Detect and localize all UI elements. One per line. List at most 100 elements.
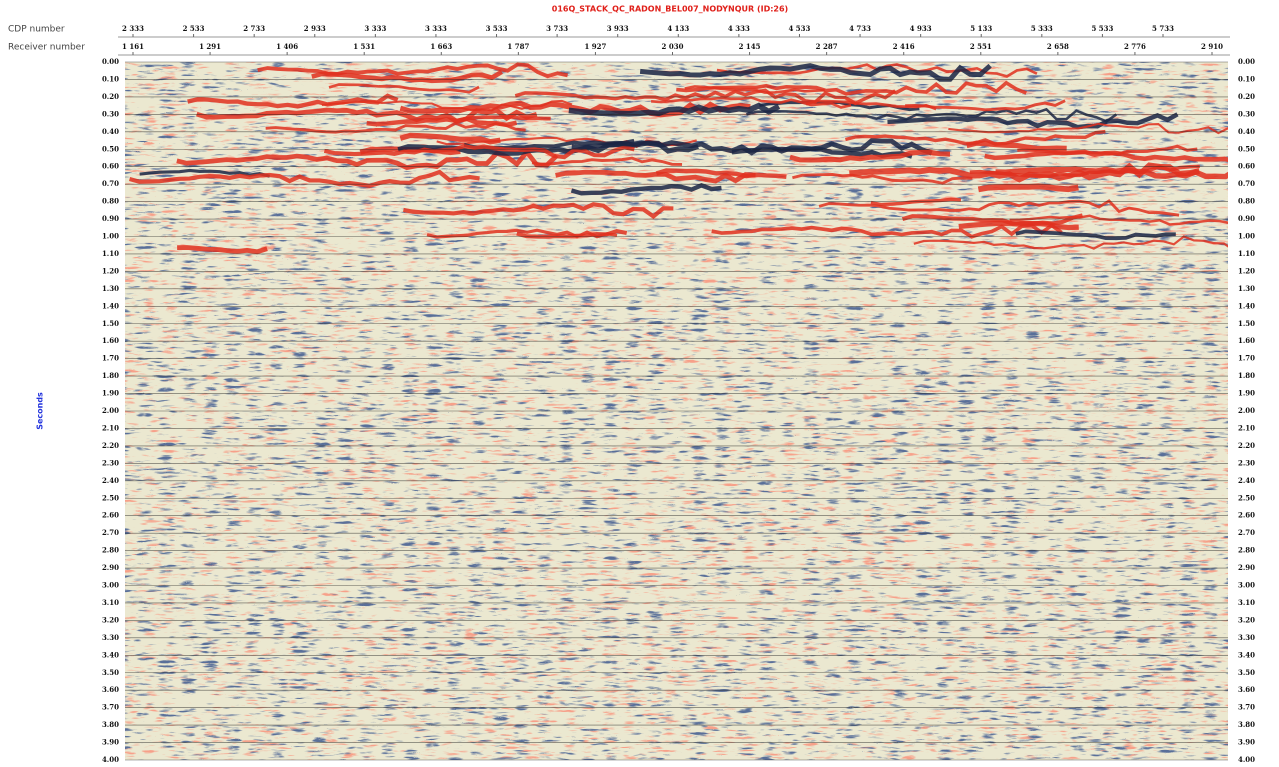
y-tick-label-right: 2.90 bbox=[1238, 563, 1255, 572]
cdp-tick-label: 5 133 bbox=[970, 24, 992, 33]
receiver-tick-label: 1 927 bbox=[584, 42, 606, 51]
y-tick-label-right: 0.10 bbox=[1238, 74, 1255, 83]
y-tick-label: 3.00 bbox=[102, 581, 119, 590]
y-tick-label: 1.10 bbox=[102, 249, 119, 258]
y-tick-label-right: 1.30 bbox=[1238, 284, 1255, 293]
y-tick-label-right: 0.30 bbox=[1238, 109, 1255, 118]
y-tick-label-right: 0.80 bbox=[1238, 197, 1255, 206]
y-tick-label-right: 0.20 bbox=[1238, 92, 1255, 101]
y-tick-label-right: 2.40 bbox=[1238, 476, 1255, 485]
cdp-tick-label: 4 533 bbox=[789, 24, 811, 33]
page: 016Q_STACK_QC_RADON_BEL007_NODYNQUR (ID:… bbox=[0, 0, 1279, 767]
y-tick-label-right: 0.60 bbox=[1238, 162, 1255, 171]
y-tick-label: 3.80 bbox=[102, 720, 119, 729]
cdp-tick-label: 4 133 bbox=[667, 24, 689, 33]
title: 016Q_STACK_QC_RADON_BEL007_NODYNQUR (ID:… bbox=[552, 5, 788, 14]
receiver-tick-label: 1 531 bbox=[353, 42, 375, 51]
cdp-tick-label: 3 733 bbox=[546, 24, 568, 33]
y-tick-label-right: 3.40 bbox=[1238, 650, 1255, 659]
y-tick-label-right: 1.80 bbox=[1238, 371, 1255, 380]
receiver-tick-label: 2 145 bbox=[739, 42, 761, 51]
y-tick-label: 3.40 bbox=[102, 650, 119, 659]
y-tick-label-right: 1.40 bbox=[1238, 301, 1255, 310]
y-tick-label-right: 0.40 bbox=[1238, 127, 1255, 136]
y-tick-label-right: 3.70 bbox=[1238, 703, 1255, 712]
y-tick-label-right: 3.20 bbox=[1238, 615, 1255, 624]
receiver-tick-label: 1 663 bbox=[430, 42, 452, 51]
y-tick-label: 3.50 bbox=[102, 668, 119, 677]
y-tick-label: 3.60 bbox=[102, 685, 119, 694]
cdp-tick-label: 4 933 bbox=[910, 24, 932, 33]
y-tick-label-right: 1.20 bbox=[1238, 266, 1255, 275]
y-tick-label: 1.60 bbox=[102, 336, 119, 345]
y-tick-label-right: 2.00 bbox=[1238, 406, 1255, 415]
receiver-tick-label: 2 030 bbox=[662, 42, 684, 51]
cdp-label: CDP number bbox=[8, 25, 65, 35]
y-tick-label: 1.30 bbox=[102, 284, 119, 293]
cdp-tick-label: 4 333 bbox=[728, 24, 750, 33]
y-tick-label: 2.00 bbox=[102, 406, 119, 415]
receiver-label: Receiver number bbox=[8, 43, 85, 53]
y-tick-label-right: 1.50 bbox=[1238, 319, 1255, 328]
y-tick-label-right: 2.10 bbox=[1238, 423, 1255, 432]
cdp-tick-label: 2 733 bbox=[243, 24, 265, 33]
y-axis-label: Seconds bbox=[36, 392, 45, 430]
y-tick-label: 1.00 bbox=[102, 232, 119, 241]
receiver-tick-label: 2 416 bbox=[893, 42, 915, 51]
receiver-tick-label: 1 291 bbox=[199, 42, 221, 51]
receiver-tick-label: 2 776 bbox=[1124, 42, 1146, 51]
y-tick-label: 0.50 bbox=[102, 144, 119, 153]
y-tick-label-right: 3.00 bbox=[1238, 581, 1255, 590]
y-tick-label: 1.50 bbox=[102, 319, 119, 328]
y-tick-label: 0.80 bbox=[102, 197, 119, 206]
cdp-tick-label: 5 533 bbox=[1091, 24, 1113, 33]
cdp-tick-label: 4 733 bbox=[849, 24, 871, 33]
y-tick-label-right: 2.20 bbox=[1238, 441, 1255, 450]
y-tick-label: 0.90 bbox=[102, 214, 119, 223]
y-tick-label-right: 2.70 bbox=[1238, 528, 1255, 537]
cdp-tick-label: 2 933 bbox=[304, 24, 326, 33]
y-tick-label: 3.90 bbox=[102, 738, 119, 747]
y-tick-label: 0.20 bbox=[102, 92, 119, 101]
receiver-tick-label: 2 551 bbox=[970, 42, 992, 51]
y-tick-label-right: 3.80 bbox=[1238, 720, 1255, 729]
y-tick-label: 2.90 bbox=[102, 563, 119, 572]
y-tick-label: 0.30 bbox=[102, 109, 119, 118]
y-tick-label: 0.70 bbox=[102, 179, 119, 188]
y-tick-label: 0.10 bbox=[102, 74, 119, 83]
y-tick-label: 2.70 bbox=[102, 528, 119, 537]
y-tick-label: 0.00 bbox=[102, 57, 119, 66]
receiver-tick-label: 2 658 bbox=[1047, 42, 1069, 51]
y-tick-label-right: 1.60 bbox=[1238, 336, 1255, 345]
y-tick-label: 2.10 bbox=[102, 423, 119, 432]
y-tick-label: 3.30 bbox=[102, 633, 119, 642]
y-tick-label: 3.70 bbox=[102, 703, 119, 712]
y-tick-label-right: 0.00 bbox=[1238, 57, 1255, 66]
cdp-tick-label: 3 533 bbox=[486, 24, 508, 33]
cdp-tick-label: 3 933 bbox=[607, 24, 629, 33]
y-tick-label-right: 2.30 bbox=[1238, 458, 1255, 467]
y-tick-label-right: 0.70 bbox=[1238, 179, 1255, 188]
cdp-tick-label: 3 333 bbox=[425, 24, 447, 33]
receiver-tick-label: 2 910 bbox=[1201, 42, 1223, 51]
y-tick-label: 1.70 bbox=[102, 354, 119, 363]
y-tick-label-right: 3.90 bbox=[1238, 738, 1255, 747]
y-tick-label: 1.40 bbox=[102, 301, 119, 310]
y-tick-label-right: 0.90 bbox=[1238, 214, 1255, 223]
cdp-tick-label: 2 333 bbox=[122, 24, 144, 33]
y-tick-label-right: 3.60 bbox=[1238, 685, 1255, 694]
y-tick-label-right: 2.60 bbox=[1238, 511, 1255, 520]
y-tick-label-right: 0.50 bbox=[1238, 144, 1255, 153]
y-tick-label: 1.80 bbox=[102, 371, 119, 380]
reflector bbox=[978, 186, 1078, 189]
cdp-tick-label: 2 533 bbox=[183, 24, 205, 33]
cdp-tick-label: 5 733 bbox=[1152, 24, 1174, 33]
y-tick-label: 0.40 bbox=[102, 127, 119, 136]
y-tick-label-right: 1.70 bbox=[1238, 354, 1255, 363]
y-tick-label: 0.60 bbox=[102, 162, 119, 171]
y-tick-label: 1.90 bbox=[102, 389, 119, 398]
y-tick-label-right: 3.50 bbox=[1238, 668, 1255, 677]
y-tick-label-right: 1.00 bbox=[1238, 232, 1255, 241]
cdp-tick-label: 5 333 bbox=[1031, 24, 1053, 33]
y-tick-label: 2.60 bbox=[102, 511, 119, 520]
